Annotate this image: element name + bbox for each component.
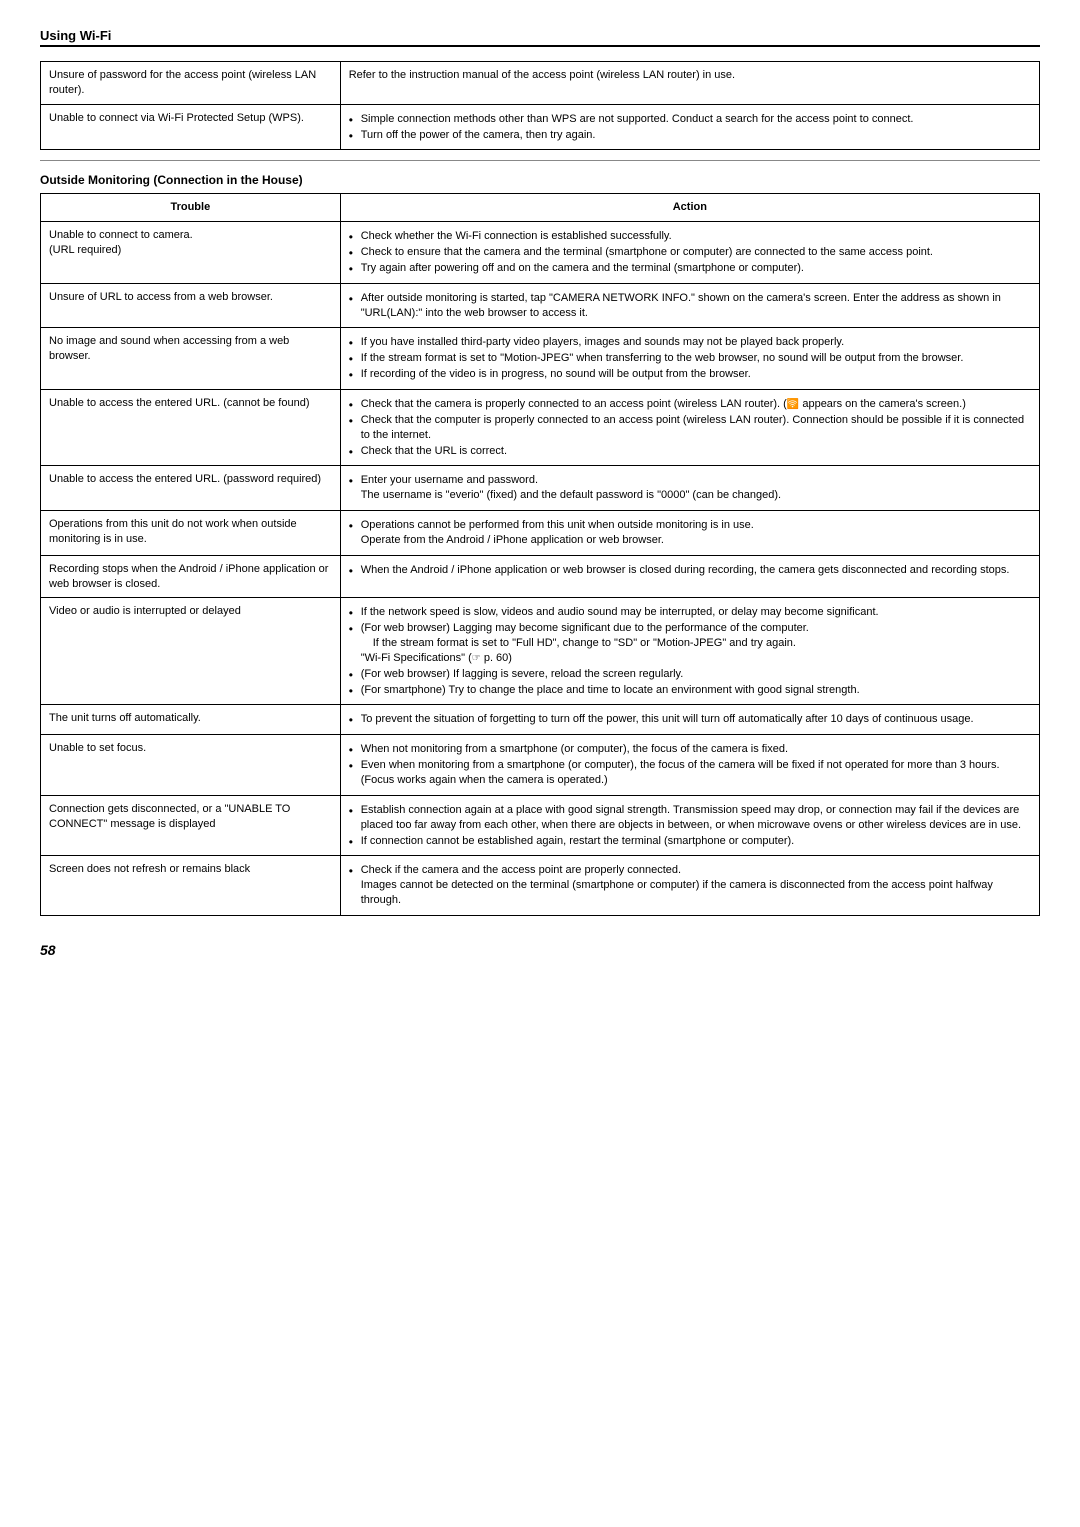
action-cell: Operations cannot be performed from this… [340, 511, 1039, 556]
action-cell: When the Android / iPhone application or… [340, 555, 1039, 598]
troubleshoot-table-2: Trouble Action Unable to connect to came… [40, 193, 1040, 916]
table-row: Unable to connect to camera.(URL require… [41, 222, 1040, 284]
trouble-cell: Screen does not refresh or remains black [41, 856, 341, 916]
trouble-cell: Unable to set focus. [41, 735, 341, 796]
table-row: Operations from this unit do not work wh… [41, 511, 1040, 556]
action-cell: Refer to the instruction manual of the a… [340, 62, 1039, 105]
trouble-cell: No image and sound when accessing from a… [41, 328, 341, 390]
action-item: (For web browser) Lagging may become sig… [349, 621, 1031, 666]
action-item: Turn off the power of the camera, then t… [349, 128, 1031, 143]
action-cell: Check if the camera and the access point… [340, 856, 1039, 916]
action-item: If the stream format is set to "Motion-J… [349, 351, 1031, 366]
action-item: Check that the computer is properly conn… [349, 413, 1031, 443]
action-cell: Check that the camera is properly connec… [340, 389, 1039, 465]
action-item: If recording of the video is in progress… [349, 367, 1031, 382]
action-cell: After outside monitoring is started, tap… [340, 283, 1039, 328]
trouble-cell: Unable to access the entered URL. (canno… [41, 389, 341, 465]
action-item: Check if the camera and the access point… [349, 863, 1031, 908]
action-item: If you have installed third-party video … [349, 335, 1031, 350]
th-trouble: Trouble [41, 194, 341, 222]
action-item: If connection cannot be established agai… [349, 834, 1031, 849]
trouble-cell: Unable to connect to camera.(URL require… [41, 222, 341, 284]
action-cell: If you have installed third-party video … [340, 328, 1039, 390]
action-item: When the Android / iPhone application or… [349, 563, 1031, 578]
trouble-cell: Unsure of URL to access from a web brows… [41, 283, 341, 328]
action-item: To prevent the situation of forgetting t… [349, 712, 1031, 727]
table-row: Unable to access the entered URL. (canno… [41, 389, 1040, 465]
action-cell: Check whether the Wi-Fi connection is es… [340, 222, 1039, 284]
trouble-cell: The unit turns off automatically. [41, 705, 341, 735]
sub-rule [40, 160, 1040, 161]
action-cell: Enter your username and password.The use… [340, 466, 1039, 511]
action-item: Check whether the Wi-Fi connection is es… [349, 229, 1031, 244]
action-item: Even when monitoring from a smartphone (… [349, 758, 1031, 788]
page-header: Using Wi-Fi [40, 28, 1040, 43]
table-row: Unsure of password for the access point … [41, 62, 1040, 105]
trouble-cell: Unsure of password for the access point … [41, 62, 341, 105]
trouble-cell: Unable to connect via Wi-Fi Protected Se… [41, 104, 341, 150]
action-item: Try again after powering off and on the … [349, 261, 1031, 276]
table-row: The unit turns off automatically. To prev… [41, 705, 1040, 735]
troubleshoot-table-1: Unsure of password for the access point … [40, 61, 1040, 150]
table-row: Unsure of URL to access from a web brows… [41, 283, 1040, 328]
trouble-cell: Unable to access the entered URL. (passw… [41, 466, 341, 511]
header-rule [40, 45, 1040, 47]
table-row: Recording stops when the Android / iPhon… [41, 555, 1040, 598]
action-item: Check that the URL is correct. [349, 444, 1031, 459]
action-cell: Establish connection again at a place wi… [340, 795, 1039, 856]
action-cell: If the network speed is slow, videos and… [340, 598, 1039, 705]
trouble-cell: Operations from this unit do not work wh… [41, 511, 341, 556]
action-cell: To prevent the situation of forgetting t… [340, 705, 1039, 735]
action-item: (For smartphone) Try to change the place… [349, 683, 1031, 698]
action-item: After outside monitoring is started, tap… [349, 291, 1031, 321]
action-item: Simple connection methods other than WPS… [349, 112, 1031, 127]
table-row: No image and sound when accessing from a… [41, 328, 1040, 390]
action-item: Enter your username and password.The use… [349, 473, 1031, 503]
action-item: (For web browser) If lagging is severe, … [349, 667, 1031, 682]
action-cell: Simple connection methods other than WPS… [340, 104, 1039, 150]
action-item: Check to ensure that the camera and the … [349, 245, 1031, 260]
action-item: If the network speed is slow, videos and… [349, 605, 1031, 620]
action-item: Operations cannot be performed from this… [349, 518, 1031, 548]
action-item: Establish connection again at a place wi… [349, 803, 1031, 833]
action-item: Check that the camera is properly connec… [349, 397, 1031, 412]
action-item: When not monitoring from a smartphone (o… [349, 742, 1031, 757]
trouble-cell: Video or audio is interrupted or delayed [41, 598, 341, 705]
table-row: Unable to connect via Wi-Fi Protected Se… [41, 104, 1040, 150]
table-row: Screen does not refresh or remains black… [41, 856, 1040, 916]
table-row: Unable to set focus. When not monitoring … [41, 735, 1040, 796]
th-action: Action [340, 194, 1039, 222]
subheading: Outside Monitoring (Connection in the Ho… [40, 173, 1040, 187]
trouble-cell: Connection gets disconnected, or a "UNAB… [41, 795, 341, 856]
table-row: Unable to access the entered URL. (passw… [41, 466, 1040, 511]
action-cell: When not monitoring from a smartphone (o… [340, 735, 1039, 796]
table-row: Connection gets disconnected, or a "UNAB… [41, 795, 1040, 856]
page-number: 58 [40, 942, 1040, 958]
table-row: Video or audio is interrupted or delayed… [41, 598, 1040, 705]
trouble-cell: Recording stops when the Android / iPhon… [41, 555, 341, 598]
